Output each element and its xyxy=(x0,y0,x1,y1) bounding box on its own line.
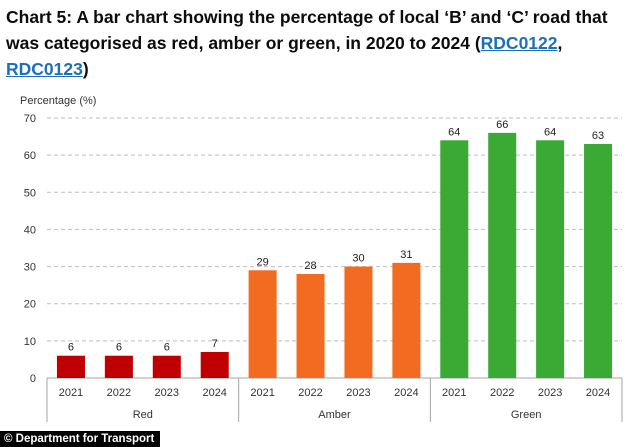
y-tick-label: 50 xyxy=(24,187,36,199)
bar-red-2021 xyxy=(56,355,85,378)
y-tick-label: 60 xyxy=(24,150,36,162)
data-label: 6 xyxy=(164,342,170,354)
y-tick-label: 10 xyxy=(24,336,36,348)
x-tick-label: 2023 xyxy=(346,387,370,399)
data-label: 31 xyxy=(400,249,412,261)
bar-amber-2021 xyxy=(248,270,277,378)
group-label-amber: Amber xyxy=(318,409,351,421)
y-tick-label: 20 xyxy=(24,299,36,311)
group-label-green: Green xyxy=(511,409,542,421)
data-label: 63 xyxy=(592,130,604,142)
rdc0123-link[interactable]: RDC0123 xyxy=(6,59,83,79)
x-tick-label: 2022 xyxy=(107,387,131,399)
bar-green-2024 xyxy=(584,144,613,378)
x-tick-label: 2023 xyxy=(155,387,179,399)
bar-green-2022 xyxy=(488,132,517,378)
y-tick-label: 40 xyxy=(24,224,36,236)
data-label: 30 xyxy=(352,253,364,265)
group-label-red: Red xyxy=(133,409,153,421)
y-tick-label: 0 xyxy=(30,373,36,385)
bar-green-2023 xyxy=(536,140,565,378)
title-text: Chart 5: A bar chart showing the percent… xyxy=(6,7,608,53)
x-tick-label: 2024 xyxy=(394,387,418,399)
chart-title: Chart 5: A bar chart showing the percent… xyxy=(6,4,630,82)
x-tick-label: 2022 xyxy=(298,387,322,399)
data-label: 6 xyxy=(116,342,122,354)
y-tick-label: 30 xyxy=(24,262,36,274)
y-tick-label: 70 xyxy=(24,113,36,125)
x-tick-label: 2024 xyxy=(586,387,610,399)
data-label: 64 xyxy=(448,126,460,138)
bar-amber-2024 xyxy=(392,262,421,378)
y-axis-title: Percentage (%) xyxy=(20,95,96,107)
bar-red-2023 xyxy=(152,355,181,378)
x-tick-label: 2022 xyxy=(490,387,514,399)
x-tick-label: 2024 xyxy=(202,387,226,399)
x-tick-label: 2021 xyxy=(59,387,83,399)
bar-amber-2023 xyxy=(344,266,373,378)
bar-red-2022 xyxy=(104,355,133,378)
data-label: 64 xyxy=(544,126,556,138)
data-label: 66 xyxy=(496,119,508,131)
data-label: 6 xyxy=(68,342,74,354)
bar-amber-2022 xyxy=(296,274,325,378)
data-label: 28 xyxy=(304,260,316,272)
title-separator: , xyxy=(557,33,563,53)
bar-red-2024 xyxy=(200,352,229,378)
data-label: 29 xyxy=(257,256,269,268)
x-tick-label: 2021 xyxy=(250,387,274,399)
bar-green-2021 xyxy=(440,140,469,378)
data-label: 7 xyxy=(212,338,218,350)
x-tick-label: 2021 xyxy=(442,387,466,399)
title-close: ) xyxy=(82,59,89,79)
rdc0122-link[interactable]: RDC0122 xyxy=(480,33,558,53)
x-tick-label: 2023 xyxy=(538,387,562,399)
copyright-badge: © Department for Transport xyxy=(0,431,161,447)
